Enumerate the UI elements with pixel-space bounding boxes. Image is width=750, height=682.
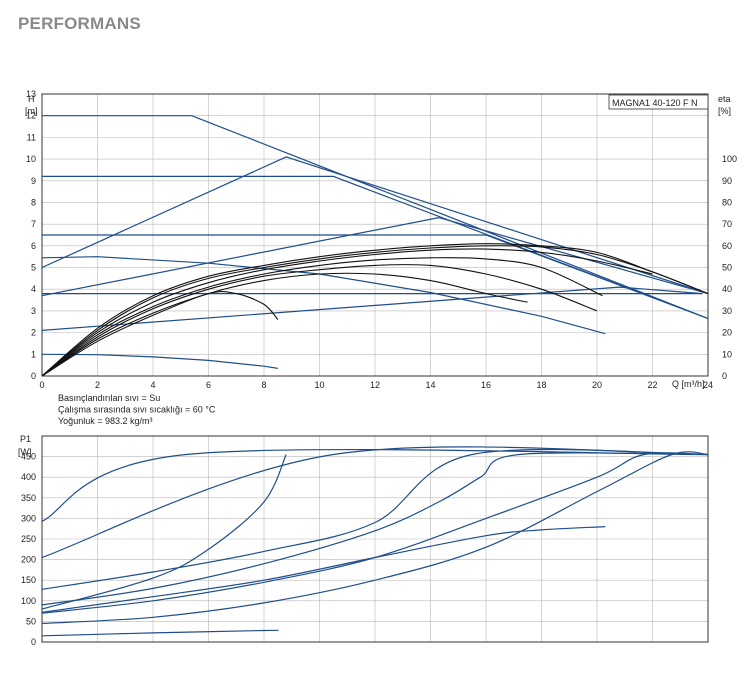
y-tick-label: 300: [21, 513, 36, 523]
y-tick-label: 13: [26, 89, 36, 99]
y-tick-label: 400: [21, 472, 36, 482]
efficiency-curve: [41, 243, 709, 377]
y-tick-label: 150: [21, 575, 36, 585]
x-tick-label: 22: [647, 380, 657, 390]
head-curve: [42, 115, 709, 320]
y-tick-label: 8: [31, 197, 36, 207]
chart-note: Yoğunluk = 983.2 kg/m³: [58, 416, 152, 426]
chart-note: Çalışma sırasında sıvı sıcaklığı = 60 °C: [58, 405, 216, 415]
y2-tick-label: 80: [722, 197, 732, 207]
x-tick-label: 16: [481, 380, 491, 390]
y-tick-label: 1: [31, 349, 36, 359]
y-tick-label: 12: [26, 111, 36, 121]
y-axis-label: P1: [20, 434, 31, 444]
y-tick-label: 2: [31, 328, 36, 338]
y-tick-label: 10: [26, 154, 36, 164]
head-curve: [41, 256, 606, 335]
efficiency-curve: [41, 248, 653, 377]
y-axis-unit: [m]: [25, 106, 38, 116]
y-tick-label: 9: [31, 176, 36, 186]
page-title: PERFORMANS: [18, 14, 141, 33]
y-tick-label: 11: [27, 132, 36, 142]
y-tick-label: 0: [31, 371, 36, 381]
x-tick-label: 6: [206, 380, 211, 390]
y-tick-label: 6: [31, 241, 36, 251]
x-tick-label: 8: [261, 380, 266, 390]
power-curve: [41, 526, 606, 613]
chart-title: MAGNA1 40-120 F N: [612, 98, 698, 108]
efficiency-curve: [41, 257, 603, 377]
y-tick-label: 0: [31, 637, 36, 647]
y2-tick-label: 10: [722, 349, 732, 359]
x-tick-label: 18: [536, 380, 546, 390]
y2-axis-unit: [%]: [718, 106, 731, 116]
y2-axis-label: eta: [718, 94, 731, 104]
x-tick-label: 4: [150, 380, 155, 390]
y-tick-label: 50: [26, 616, 36, 626]
power-chart-grid: [41, 435, 709, 643]
efficiency-curve: [41, 245, 709, 377]
head-curve: [41, 216, 709, 297]
power-curve: [41, 452, 709, 606]
y2-tick-label: 70: [722, 219, 732, 229]
efficiency-curve: [41, 272, 528, 377]
efficiency-chart-series: [41, 243, 709, 377]
x-tick-label: 24: [703, 380, 713, 390]
y-tick-label: 250: [21, 534, 36, 544]
power-chart-series: [41, 446, 709, 637]
efficiency-curve: [41, 290, 279, 377]
x-tick-label: 2: [95, 380, 100, 390]
x-tick-label: 14: [425, 380, 435, 390]
y2-tick-label: 20: [722, 328, 732, 338]
y-axis-label: H: [28, 94, 35, 104]
head-curve: [41, 353, 278, 369]
power-curve: [41, 451, 709, 625]
x-tick-label: 0: [39, 380, 44, 390]
power-curve: [41, 454, 287, 610]
power-curve: [41, 629, 279, 637]
y-tick-label: 200: [21, 555, 36, 565]
y2-tick-label: 30: [722, 306, 732, 316]
power-curve: [41, 452, 709, 614]
chart-note: Basınçlandırılan sıvı = Su: [58, 393, 160, 403]
power-chart-frame: [41, 435, 709, 643]
y-tick-label: 5: [31, 263, 36, 273]
x-axis-label: Q [m³/h]: [672, 379, 705, 389]
y-tick-label: 7: [31, 219, 36, 229]
head-curve: [41, 286, 703, 331]
x-tick-label: 10: [314, 380, 324, 390]
y2-tick-label: 100: [722, 154, 737, 164]
y-tick-label: 350: [21, 493, 36, 503]
efficiency-curve: [41, 263, 598, 377]
y2-tick-label: 50: [722, 263, 732, 273]
x-tick-label: 20: [592, 380, 602, 390]
y-tick-label: 4: [31, 284, 36, 294]
y2-tick-label: 40: [722, 284, 732, 294]
y-tick-label: 100: [21, 596, 36, 606]
y2-tick-label: 0: [722, 371, 727, 381]
y2-tick-label: 90: [722, 176, 732, 186]
y-tick-label: 450: [21, 452, 36, 462]
head-curve: [42, 234, 709, 320]
model-label-box: [608, 94, 709, 110]
y-tick-label: 3: [31, 306, 36, 316]
power-curve: [41, 448, 709, 590]
y-axis-unit: [W]: [18, 447, 32, 457]
x-tick-label: 12: [370, 380, 380, 390]
y2-tick-label: 60: [722, 241, 732, 251]
